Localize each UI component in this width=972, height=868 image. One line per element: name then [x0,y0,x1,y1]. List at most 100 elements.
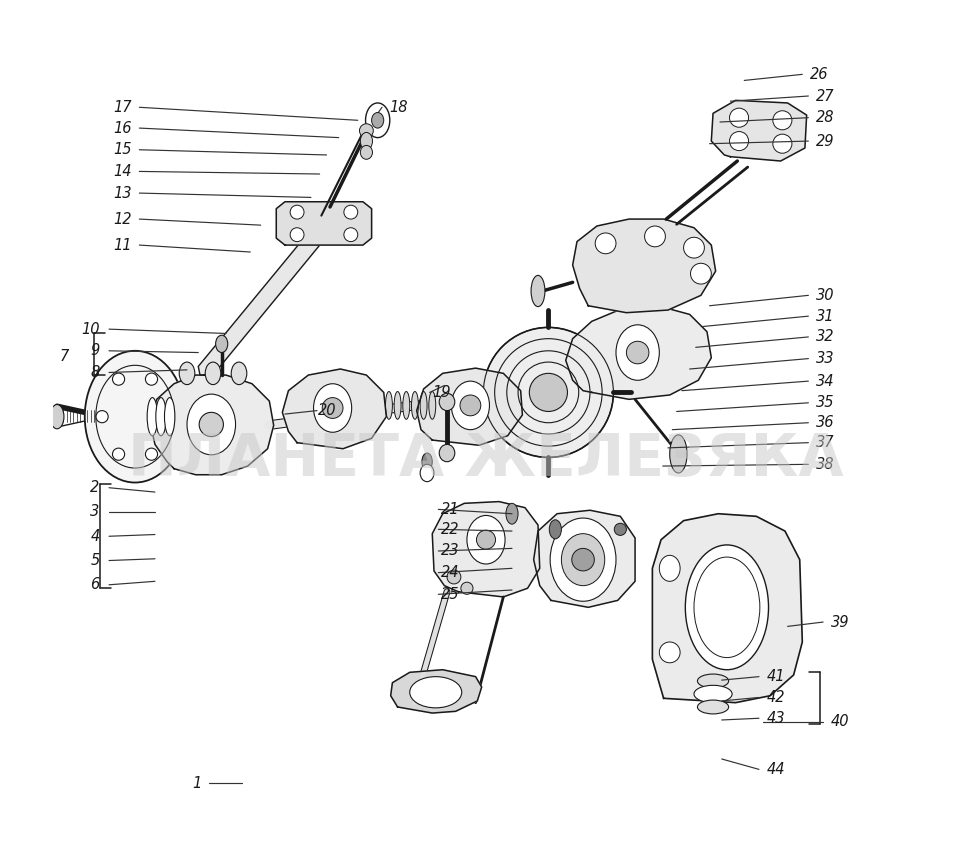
Ellipse shape [156,398,166,436]
Text: 7: 7 [60,349,69,364]
Ellipse shape [773,135,792,154]
Text: 40: 40 [831,714,850,729]
Text: 26: 26 [810,67,828,82]
Ellipse shape [147,398,157,436]
Text: 19: 19 [433,385,451,400]
Ellipse shape [616,325,659,380]
Ellipse shape [386,391,393,419]
Text: 13: 13 [113,186,131,201]
Text: 35: 35 [816,395,835,411]
Ellipse shape [371,113,384,128]
Ellipse shape [730,108,748,128]
Text: 11: 11 [113,238,131,253]
Text: 5: 5 [90,553,99,568]
Ellipse shape [595,233,616,253]
Text: 30: 30 [816,288,835,303]
Ellipse shape [429,391,435,419]
Ellipse shape [439,393,455,411]
Ellipse shape [685,545,769,670]
Text: 22: 22 [441,522,460,536]
Ellipse shape [402,391,410,419]
Ellipse shape [773,111,792,130]
Ellipse shape [410,677,462,707]
Ellipse shape [365,103,390,138]
Ellipse shape [683,237,705,258]
Ellipse shape [96,411,108,423]
Text: 36: 36 [816,415,835,431]
Ellipse shape [344,227,358,241]
Ellipse shape [467,516,505,564]
Polygon shape [566,306,712,399]
Ellipse shape [394,391,401,419]
Ellipse shape [460,395,481,416]
Text: 31: 31 [816,309,835,324]
Text: 25: 25 [441,587,460,602]
Text: ПЛАНЕТА ЖЕЛЕЗЯКА: ПЛАНЕТА ЖЕЛЕЗЯКА [128,431,844,489]
Ellipse shape [216,335,227,352]
Text: 8: 8 [90,365,99,380]
Text: 12: 12 [113,212,131,227]
Ellipse shape [162,411,174,423]
Text: 33: 33 [816,351,835,366]
Ellipse shape [146,448,157,460]
Ellipse shape [530,373,568,411]
Polygon shape [433,502,539,597]
Ellipse shape [291,205,304,219]
Ellipse shape [439,444,455,462]
Ellipse shape [422,453,433,470]
Polygon shape [573,219,715,312]
Text: 41: 41 [767,669,785,684]
Text: 44: 44 [767,762,785,777]
Ellipse shape [614,523,626,536]
Text: 1: 1 [192,776,202,791]
Ellipse shape [344,205,358,219]
Text: 9: 9 [90,344,99,358]
Ellipse shape [360,124,373,138]
Ellipse shape [659,642,680,663]
Ellipse shape [644,226,666,247]
Text: 21: 21 [441,502,460,517]
Polygon shape [652,514,802,703]
Text: 20: 20 [318,403,336,418]
Text: 34: 34 [816,373,835,389]
Ellipse shape [420,464,434,482]
Text: 3: 3 [90,504,99,519]
Ellipse shape [506,503,518,524]
Text: 29: 29 [816,134,835,148]
Text: 42: 42 [767,690,785,705]
Text: 23: 23 [441,543,460,558]
Ellipse shape [550,518,616,602]
Text: 2: 2 [90,480,99,496]
Ellipse shape [291,227,304,241]
Ellipse shape [698,700,729,713]
Text: 28: 28 [816,110,835,125]
Ellipse shape [85,351,186,483]
Text: 4: 4 [90,529,99,543]
Text: 14: 14 [113,164,131,179]
Ellipse shape [626,341,649,364]
Ellipse shape [361,133,372,150]
Ellipse shape [411,391,418,419]
Ellipse shape [483,327,613,457]
Ellipse shape [146,373,157,385]
Text: 6: 6 [90,577,99,592]
Ellipse shape [562,534,605,586]
Text: 16: 16 [113,121,131,135]
Ellipse shape [476,530,496,549]
Polygon shape [534,510,635,608]
Ellipse shape [205,362,221,385]
Ellipse shape [113,448,124,460]
Ellipse shape [199,412,224,437]
Text: 17: 17 [113,100,131,115]
Polygon shape [198,219,334,375]
Polygon shape [276,201,371,245]
Text: 15: 15 [113,142,131,157]
Ellipse shape [461,582,473,595]
Ellipse shape [694,686,732,703]
Ellipse shape [231,362,247,385]
Ellipse shape [164,398,175,436]
Ellipse shape [549,520,562,539]
Polygon shape [417,368,522,445]
Ellipse shape [698,674,729,688]
Text: 10: 10 [81,322,99,337]
